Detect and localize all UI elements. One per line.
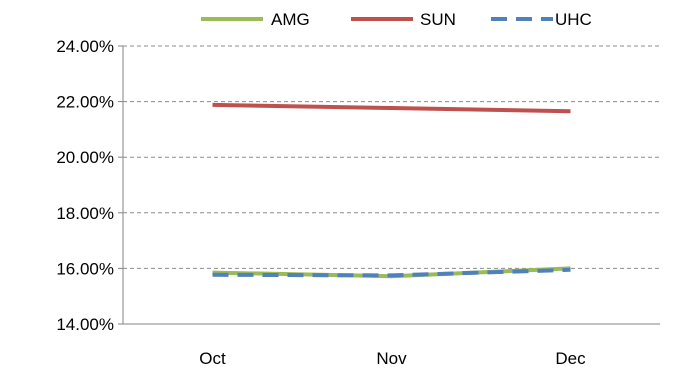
x-axis-tick-labels: Oct Nov Dec <box>199 349 586 368</box>
chart-legend: AMG SUN UHC <box>201 10 592 29</box>
y-tick-label: 20.00% <box>56 148 114 167</box>
legend-label-sun: SUN <box>420 10 456 29</box>
chart-axes <box>118 45 660 325</box>
gridlines <box>123 45 660 269</box>
y-tick-label: 22.00% <box>56 93 114 112</box>
x-tick-label: Dec <box>555 349 586 368</box>
y-tick-label: 18.00% <box>56 204 114 223</box>
x-tick-label: Oct <box>199 349 226 368</box>
legend-label-amg: AMG <box>271 10 310 29</box>
legend-label-uhc: UHC <box>555 10 592 29</box>
y-tick-label: 16.00% <box>56 259 114 278</box>
y-tick-label: 24.00% <box>56 37 114 56</box>
series-line-sun <box>212 102 571 114</box>
series-line-uhc <box>212 267 571 278</box>
x-tick-label: Nov <box>376 349 407 368</box>
y-axis-tick-labels: 14.00% 16.00% 18.00% 20.00% 22.00% 24.00% <box>56 37 114 334</box>
series-lines <box>212 102 571 279</box>
y-tick-label: 14.00% <box>56 315 114 334</box>
